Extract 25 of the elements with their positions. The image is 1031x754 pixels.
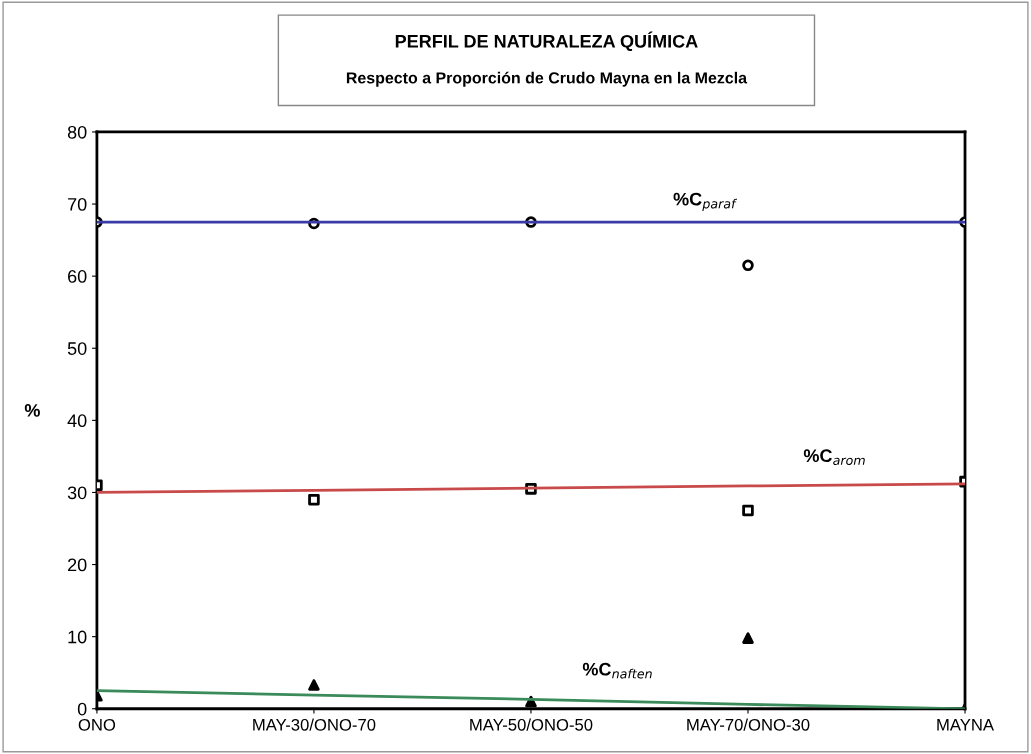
x-tick-label: ONO (78, 718, 116, 731)
y-tick-label: 20 (68, 558, 87, 572)
point (742, 259, 754, 272)
point (742, 504, 754, 517)
series-label: %C$_{naften}$ (582, 662, 652, 679)
series-label: %C$_{paraf}$ (673, 192, 738, 211)
y-tick-label: 70 (68, 197, 87, 211)
point (308, 493, 320, 506)
x-tick-label: MAY-30/ONO-70 (253, 718, 376, 731)
chart-subtitle: Respecto a Proporción de Crudo Mayna en la Mezcla (346, 71, 748, 87)
chart-title: PERFIL DE NATURALEZA QUÍMICA (395, 31, 698, 52)
x-tick-label: MAY-70/ONO-30 (687, 718, 810, 731)
y-tick-label: 40 (67, 414, 87, 428)
y-axis-title: % (24, 404, 40, 417)
y-tick-label: 60 (68, 270, 87, 283)
y-tick-label: 10 (68, 630, 87, 644)
y-tick-label: 80 (67, 125, 87, 139)
point (308, 679, 320, 691)
y-tick-label: 30 (67, 486, 87, 500)
x-tick-label: MAY-50/ONO-50 (470, 718, 593, 731)
series-label: %C$_{arom}$ (803, 449, 865, 466)
x-tick-label: MAYNA (937, 719, 994, 731)
point (742, 632, 754, 644)
y-tick-label: 0 (77, 702, 87, 716)
y-tick-label: 50 (67, 342, 87, 355)
